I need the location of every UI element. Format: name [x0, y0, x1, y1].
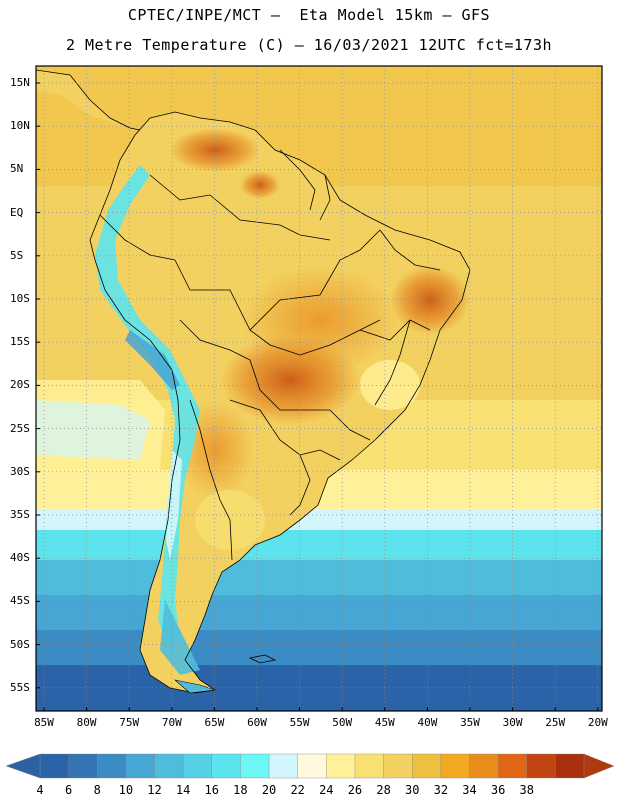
colorbar-swatch	[182, 753, 213, 779]
colorbar-swatch	[240, 753, 270, 779]
lon-label: 50W	[332, 716, 353, 729]
colorbar-swatch	[268, 753, 299, 779]
lat-label: 50S	[10, 637, 30, 651]
chart-title-line1: CPTEC/INPE/MCT — Eta Model 15km — GFS	[127, 6, 491, 24]
lon-label: 70W	[161, 716, 182, 729]
colorbar-value-label: 24	[319, 783, 334, 797]
colorbar-swatch	[412, 753, 442, 779]
lon-label: 75W	[119, 716, 140, 729]
colorbar-swatch	[497, 753, 528, 779]
lon-label: 80W	[76, 716, 97, 729]
lat-label: 30S	[10, 464, 30, 478]
lon-label: 35W	[460, 716, 480, 729]
lat-label: 25S	[10, 421, 30, 435]
lon-label: 55W	[289, 716, 310, 729]
lat-label: 55S	[10, 680, 30, 694]
lat-label: EQ	[10, 205, 24, 219]
lat-label: 40S	[10, 551, 30, 565]
colorbar-swatch	[526, 753, 557, 779]
colorbar-value-label: 22	[290, 783, 305, 797]
colorbar-value-label: 20	[261, 783, 277, 797]
pacific-cool-core	[36, 400, 150, 460]
hot-zone-venezuela	[170, 128, 260, 172]
colorbar-value-label: 28	[376, 783, 391, 797]
ocean-band-4	[36, 665, 602, 711]
lon-label: 25W	[545, 716, 566, 729]
colorbar-value-label: 32	[433, 783, 449, 797]
colorbar-swatch	[555, 753, 585, 779]
colorbar-value-label: 26	[347, 783, 363, 797]
warm-zone-central-brazil	[240, 265, 400, 375]
lon-label: 20W	[587, 716, 608, 729]
colorbar-value-label: 34	[462, 783, 477, 797]
colorbar-swatch	[354, 753, 385, 779]
lon-label: 65W	[204, 716, 225, 729]
colorbar-swatch	[469, 753, 499, 779]
colorbar-value-label: 36	[490, 783, 506, 797]
colorbar-swatch	[211, 753, 242, 779]
lat-label: 15S	[10, 335, 30, 349]
lon-label: 85W	[34, 716, 54, 729]
hot-zone-northeast	[390, 265, 470, 335]
colorbar-swatch	[383, 753, 413, 779]
patagonia-south-cold	[160, 600, 200, 675]
map-field	[36, 66, 602, 711]
lat-label: 10S	[10, 292, 30, 305]
lat-label: 20S	[10, 378, 30, 392]
colorbar-value-label: 6	[65, 783, 73, 797]
lon-label: 60W	[247, 716, 267, 729]
ocean-band-8	[36, 630, 602, 670]
colorbar-swatch	[297, 753, 328, 779]
colorbar-swatch	[39, 753, 70, 779]
lat-label: 5S	[10, 248, 24, 262]
colorbar-swatch	[326, 753, 356, 779]
lat-label: 35S	[10, 508, 30, 521]
colorbar-value-label: 12	[147, 783, 162, 797]
lat-label: 45S	[10, 594, 30, 608]
axis-ticks	[36, 82, 599, 711]
colorbar-value-label: 18	[233, 783, 248, 797]
andes-peaks-cold	[166, 450, 182, 560]
lon-label: 40W	[417, 716, 438, 729]
lat-label: 15N	[10, 76, 30, 89]
colorbar-value-label: 16	[204, 783, 219, 797]
colorbar-swatch	[154, 753, 184, 779]
colorbar-swatch	[125, 753, 156, 779]
lat-label: 5N	[10, 162, 24, 176]
colorbar-swatch	[97, 753, 127, 779]
central-america-land	[36, 70, 140, 130]
colorbar-value-label: 38	[519, 783, 534, 797]
colorbar-value-label: 8	[93, 783, 101, 797]
hot-zone-guyana	[240, 171, 280, 199]
colorbar-value-label: 30	[404, 783, 420, 797]
colorbar-right-arrow	[583, 753, 615, 779]
colorbar-value-label: 4	[36, 783, 44, 797]
colorbar-value-label: 14	[175, 783, 191, 797]
colorbar-swatch	[68, 753, 98, 779]
andes-altiplano-cold	[125, 330, 180, 390]
lon-label: 30W	[502, 716, 523, 729]
lon-label: 45W	[374, 716, 395, 729]
tierra-del-fuego	[173, 679, 216, 694]
colorbar-swatch	[440, 753, 471, 779]
country-borders	[36, 69, 471, 694]
ocean-band-12	[36, 560, 602, 600]
chart-title-line2: 2 Metre Temperature (C) — 16/03/2021 12U…	[65, 36, 553, 54]
mild-zone-southeast-brazil	[360, 360, 420, 410]
falkland-islands	[248, 654, 277, 664]
colorbar-left-arrow	[5, 753, 41, 779]
colorbar	[5, 753, 615, 779]
lat-label: 10N	[10, 119, 30, 133]
ocean-band-10	[36, 595, 602, 635]
ocean-band-16	[36, 530, 602, 565]
colorbar-value-label: 10	[118, 783, 134, 797]
map-frame	[35, 65, 603, 712]
